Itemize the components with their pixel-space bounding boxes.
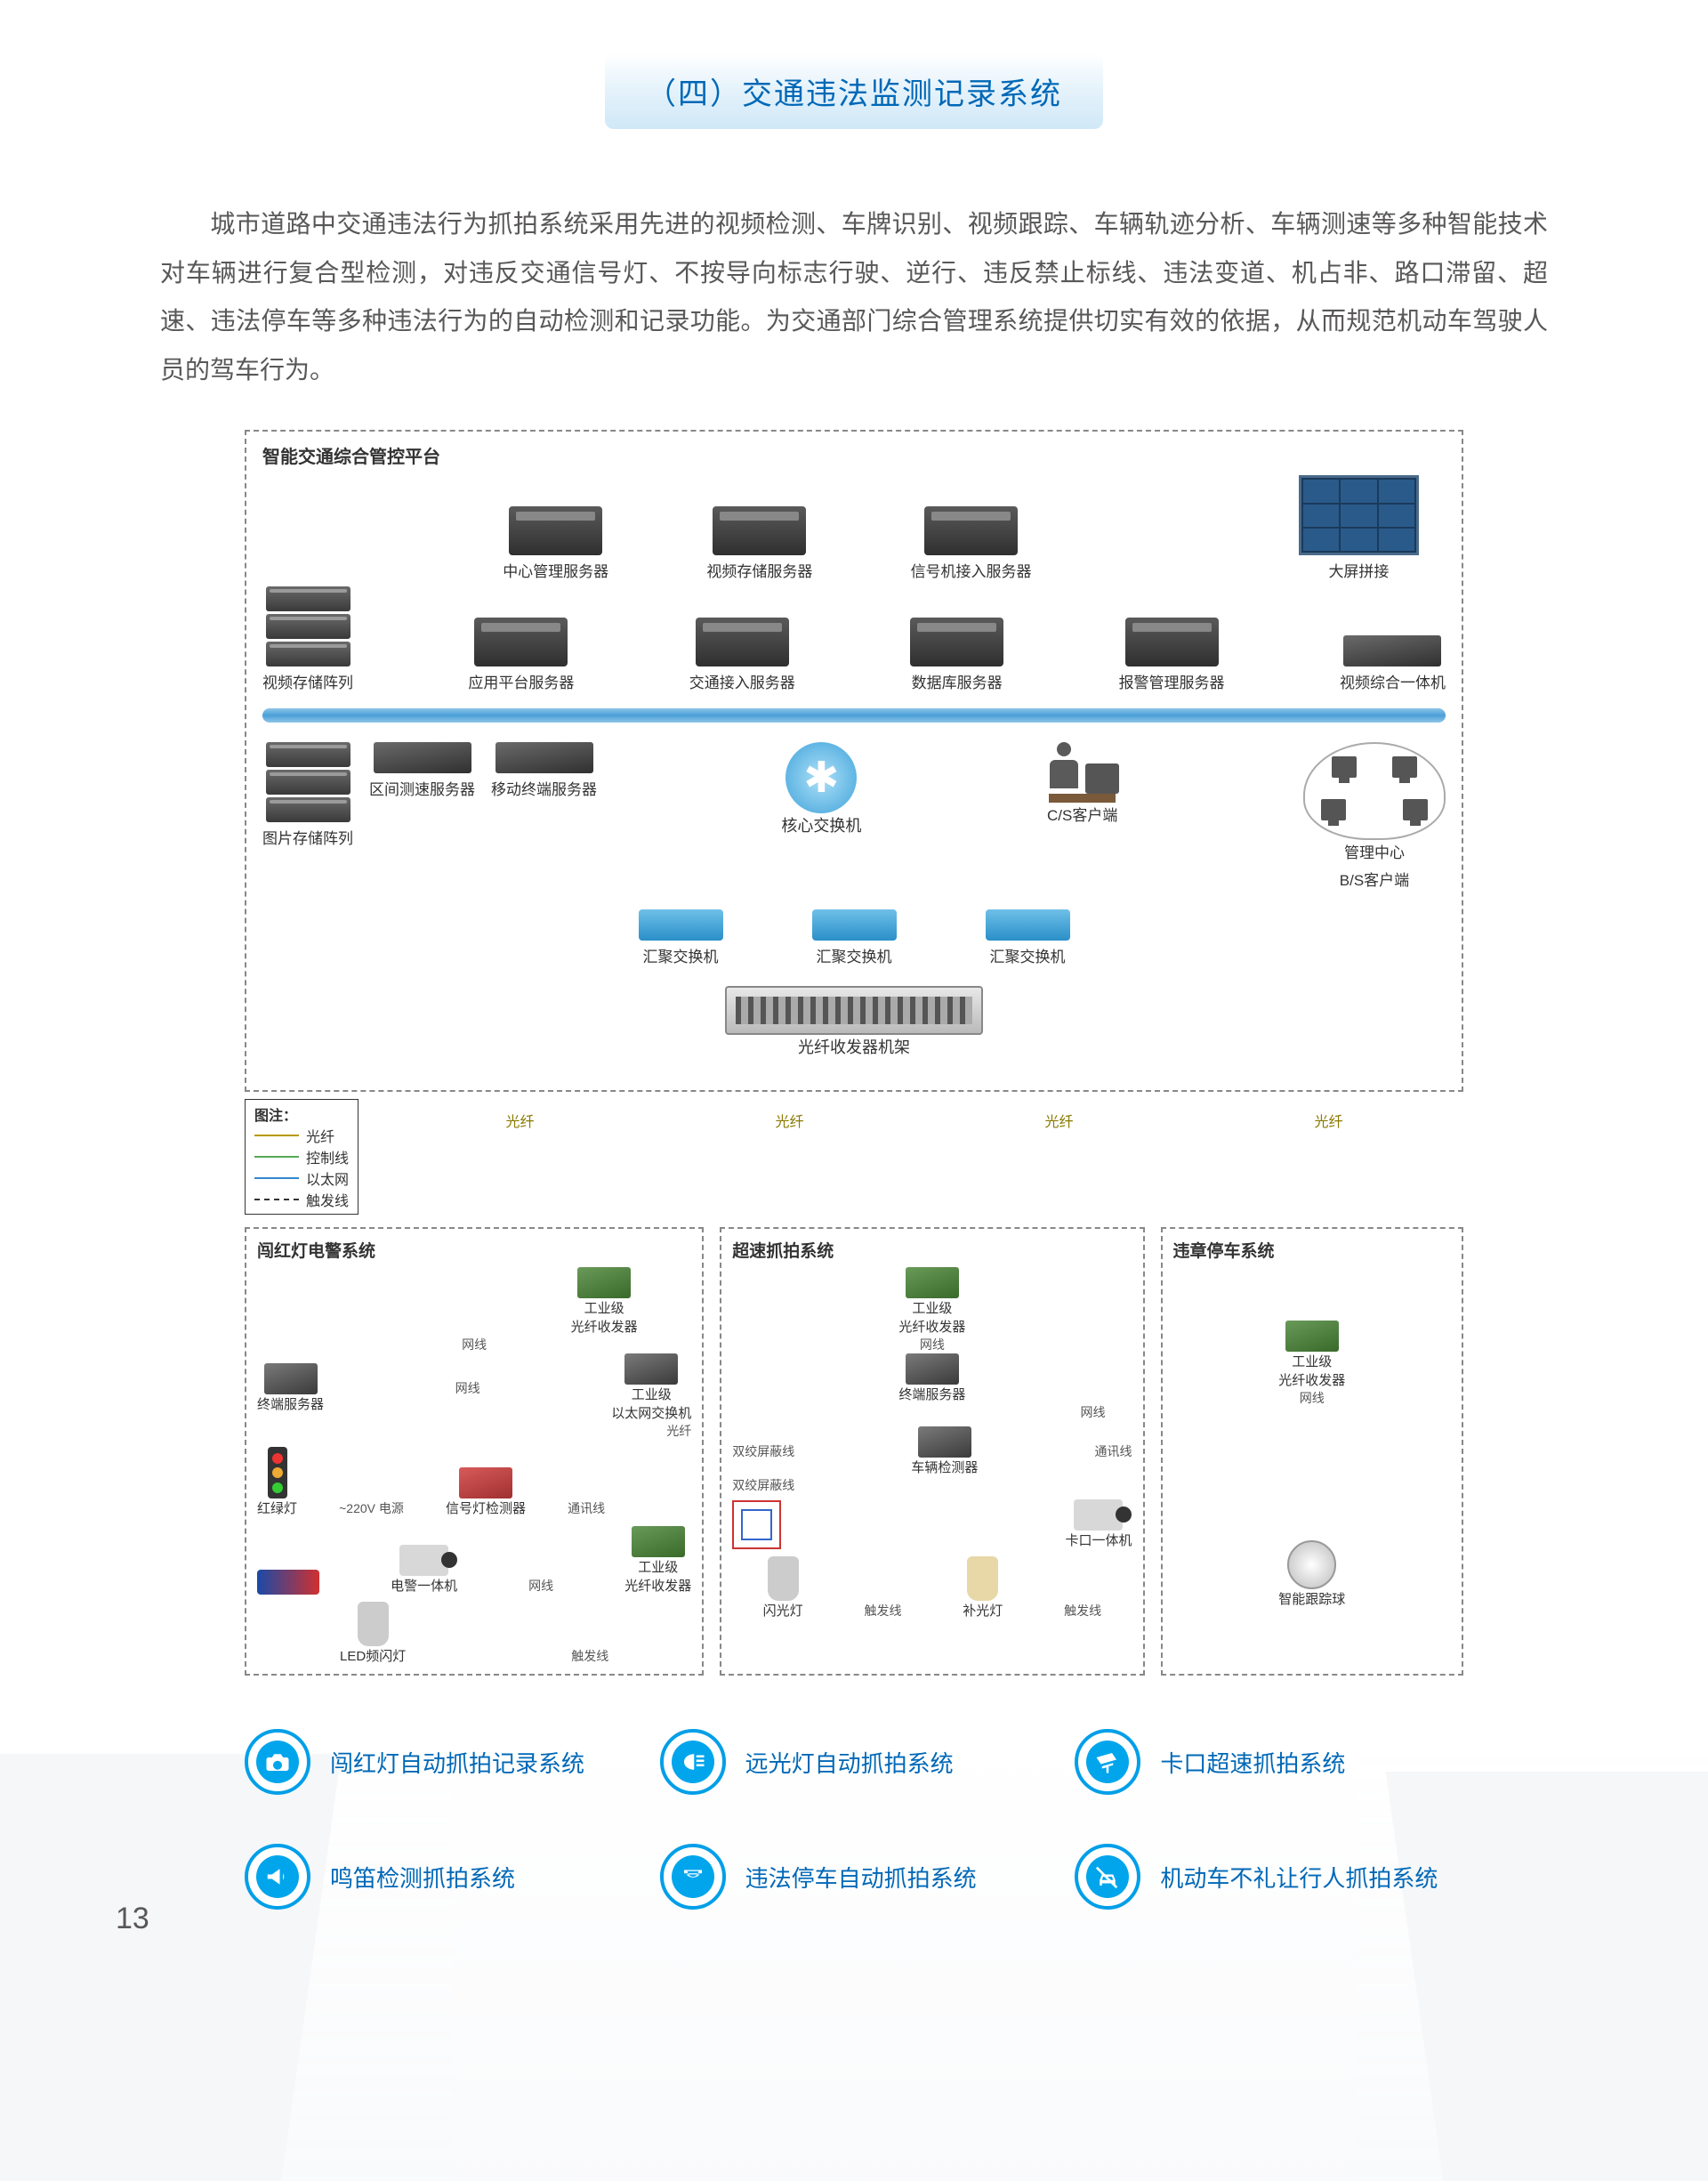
dev-vehicle-detector: 车辆检测器	[911, 1426, 978, 1476]
agg-switch-3: 汇聚交换机	[986, 909, 1070, 966]
wire-net-b: 网线	[732, 1336, 1132, 1353]
legend-eth: 以太网	[254, 1167, 349, 1189]
speed-cam-icon	[1075, 1729, 1140, 1795]
system-diagram: 智能交通综合管控平台 中心管理服务器 视频存储服务器 信号机接入服务器 大屏拼接	[245, 430, 1463, 1676]
subsystem-illegal-park: 违章停车系统 工业级 光纤收发器 网线 智能跟踪球	[1161, 1227, 1464, 1676]
section-title: （四）交通违法监测记录系统	[646, 77, 1062, 111]
intro-paragraph: 城市道路中交通违法行为抓拍系统采用先进的视频检测、车牌识别、视频跟踪、车辆轨迹分…	[160, 200, 1548, 394]
fiber-label-4: 光纤	[1314, 1110, 1342, 1131]
feature-horn: 鸣笛检测抓拍系统	[245, 1844, 633, 1910]
agg-switch-row: 汇聚交换机 汇聚交换机 汇聚交换机	[262, 909, 1446, 966]
dev-fill-light: 补光灯	[963, 1556, 1003, 1620]
dome-icon	[660, 1844, 726, 1910]
server-video-array: 视频存储阵列	[262, 586, 353, 692]
page-container: （四）交通违法监测记录系统 城市道路中交通违法行为抓拍系统采用先进的视频检测、车…	[0, 0, 1708, 1999]
feature-redlight: 闯红灯自动抓拍记录系统	[245, 1729, 633, 1795]
server-video-store: 视频存储服务器	[706, 506, 812, 581]
legend-title: 图注：	[254, 1103, 349, 1125]
dev-kakou-cam: 卡口一体机	[1065, 1499, 1132, 1549]
fiber-label-2: 光纤	[775, 1110, 803, 1131]
bus-bar	[262, 708, 1446, 723]
server-traffic-access: 交通接入服务器	[689, 618, 795, 692]
dev-fiber-trx-a2: 工业级 光纤收发器	[624, 1526, 691, 1595]
platform-box: 智能交通综合管控平台 中心管理服务器 视频存储服务器 信号机接入服务器 大屏拼接	[245, 430, 1463, 1092]
fiber-label-3: 光纤	[1044, 1110, 1073, 1131]
subsystems-row: 闯红灯电警系统 工业级 光纤收发器 网线 终端服务器 网线 工业级 以太网交换机…	[245, 1227, 1463, 1676]
page-number: 13	[116, 1902, 149, 1936]
agg-switch-1: 汇聚交换机	[639, 909, 723, 966]
dev-terminal-b: 终端服务器	[898, 1353, 965, 1403]
feature-grid: 闯红灯自动抓拍记录系统 远光灯自动抓拍系统 卡口超速抓拍系统 鸣笛检测抓拍系统 …	[245, 1729, 1463, 1910]
dev-fiber-trx-b: 工业级 光纤收发器	[898, 1267, 965, 1336]
feature-pedestrian: 机动车不礼让行人抓拍系统	[1075, 1844, 1463, 1910]
legend-box: 图注： 光纤 控制线 以太网 触发线	[245, 1099, 359, 1215]
dev-fiber-trx-c: 工业级 光纤收发器	[1278, 1321, 1345, 1389]
dev-traffic-light: 红绿灯	[257, 1447, 297, 1517]
cs-client: C/S客户端	[1046, 742, 1119, 825]
dev-led-flash: LED频闪灯	[340, 1602, 406, 1665]
direction-sign	[257, 1570, 319, 1595]
subsystem-overspeed: 超速抓拍系统 工业级 光纤收发器 网线 终端服务器 网线 双绞屏蔽线 车辆检测器…	[720, 1227, 1144, 1676]
server-pic-array: 图片存储阵列	[262, 742, 353, 848]
feature-speed: 卡口超速抓拍系统	[1075, 1729, 1463, 1795]
feature-parking: 违法停车自动抓拍系统	[660, 1844, 1049, 1910]
server-video-aio: 视频综合一体机	[1340, 635, 1446, 692]
server-interval-speed: 区间测速服务器	[369, 742, 475, 848]
section-title-box: （四）交通违法监测记录系统	[605, 53, 1103, 129]
dev-terminal-a: 终端服务器	[257, 1363, 324, 1413]
server-row-1: 中心管理服务器 视频存储服务器 信号机接入服务器 大屏拼接	[262, 475, 1446, 581]
dev-flash-b: 闪光灯	[763, 1556, 803, 1620]
legend-ctrl: 控制线	[254, 1146, 349, 1167]
legend-trig: 触发线	[254, 1189, 349, 1210]
server-alarm-mgmt: 报警管理服务器	[1119, 618, 1225, 692]
screen-wall: 大屏拼接	[1299, 475, 1419, 581]
dev-sig-detector: 信号灯检测器	[446, 1467, 526, 1517]
dev-fiber-trx-a: 工业级 光纤收发器	[571, 1267, 638, 1336]
transceiver-frame: 光纤收发器机架	[262, 986, 1446, 1058]
dev-eth-switch-a: 工业级 以太网交换机	[611, 1353, 691, 1422]
feature-highbeam: 远光灯自动抓拍系统	[660, 1729, 1049, 1795]
car-ped-icon	[1075, 1844, 1140, 1910]
wire-net-a: 网线	[257, 1336, 691, 1353]
agg-switch-2: 汇聚交换机	[812, 909, 897, 966]
core-switch: 核心交换机	[781, 742, 861, 836]
headlight-icon	[660, 1729, 726, 1795]
server-signal-access: 信号机接入服务器	[911, 506, 1032, 581]
legend-fiber: 光纤	[254, 1125, 349, 1146]
dev-epolice-cam: 电警一体机	[391, 1545, 457, 1595]
server-database: 数据库服务器	[910, 618, 1003, 692]
fiber-label-1: 光纤	[506, 1110, 535, 1131]
subsystem-redlight: 闯红灯电警系统 工业级 光纤收发器 网线 终端服务器 网线 工业级 以太网交换机…	[245, 1227, 704, 1676]
server-center-mgmt: 中心管理服务器	[503, 506, 608, 581]
server-mobile-term: 移动终端服务器	[491, 742, 597, 848]
dev-dome-cam: 智能跟踪球	[1278, 1540, 1345, 1608]
coil-icon	[732, 1500, 781, 1549]
wire-fiber-a: 光纤	[257, 1422, 691, 1440]
camera-icon	[245, 1729, 310, 1795]
platform-title: 智能交通综合管控平台	[262, 442, 1446, 468]
server-row-2: 视频存储阵列 应用平台服务器 交通接入服务器 数据库服务器 报警管理服务器 视频…	[262, 586, 1446, 692]
mgmt-center: 管理中心 B/S客户端	[1303, 742, 1446, 890]
horn-icon	[245, 1844, 310, 1910]
mid-row: 图片存储阵列 区间测速服务器 移动终端服务器 核心交换机 C/S客户端	[262, 742, 1446, 890]
wire-net-c: 网线	[1173, 1389, 1452, 1434]
server-app-platform: 应用平台服务器	[468, 618, 574, 692]
